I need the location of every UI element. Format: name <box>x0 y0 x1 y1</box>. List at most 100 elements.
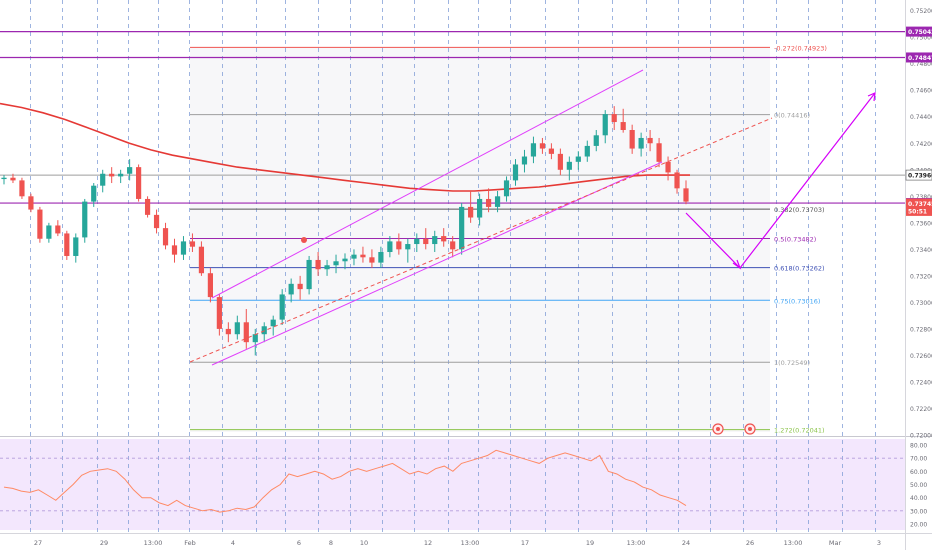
candle[interactable] <box>683 180 689 205</box>
candle[interactable] <box>521 149 528 173</box>
candle[interactable] <box>647 130 653 152</box>
candle[interactable] <box>629 124 635 154</box>
candle-body <box>324 265 330 270</box>
candle[interactable] <box>387 236 393 258</box>
candle[interactable] <box>315 252 321 276</box>
candle[interactable] <box>306 255 312 295</box>
candle-body <box>270 319 276 327</box>
candle[interactable] <box>252 328 258 356</box>
candle[interactable] <box>216 294 222 336</box>
candle[interactable] <box>136 164 142 202</box>
candle-body <box>683 188 689 202</box>
candle[interactable] <box>503 176 510 202</box>
candle[interactable] <box>530 136 537 164</box>
candle[interactable] <box>450 236 456 258</box>
candle[interactable] <box>207 267 213 303</box>
candle[interactable] <box>674 169 680 194</box>
candle-body <box>405 244 411 250</box>
candle[interactable] <box>414 233 420 252</box>
candle-body <box>136 167 142 199</box>
candle[interactable] <box>162 222 169 250</box>
moving-average-line[interactable] <box>0 102 690 192</box>
candle[interactable] <box>333 254 339 274</box>
candle[interactable] <box>225 322 231 343</box>
candle[interactable] <box>485 188 492 213</box>
candle[interactable] <box>243 309 249 349</box>
candle[interactable] <box>584 140 590 162</box>
candle[interactable] <box>575 151 581 170</box>
candle[interactable] <box>288 278 294 303</box>
candle[interactable] <box>566 156 572 181</box>
candle[interactable] <box>468 191 474 223</box>
candle[interactable] <box>494 191 501 213</box>
candle[interactable] <box>261 322 267 343</box>
candle[interactable] <box>64 230 70 260</box>
candle[interactable] <box>656 137 662 168</box>
candle[interactable] <box>405 238 411 263</box>
candle[interactable] <box>153 209 160 234</box>
candle-body <box>82 201 88 238</box>
price-label-badge <box>906 205 932 216</box>
candle[interactable] <box>297 275 303 300</box>
dashed-trend-line[interactable] <box>189 117 773 363</box>
candle[interactable] <box>539 137 546 154</box>
candle[interactable] <box>477 193 483 226</box>
candle[interactable] <box>369 249 375 268</box>
candle[interactable] <box>665 156 671 181</box>
candle[interactable] <box>109 167 115 184</box>
candle[interactable] <box>189 233 196 252</box>
candle-body <box>414 238 420 245</box>
candle[interactable] <box>351 249 357 266</box>
price-label-text: 0.74847 <box>908 55 932 62</box>
candle-body <box>91 185 97 202</box>
candle[interactable] <box>342 253 348 270</box>
candle[interactable] <box>611 106 617 130</box>
candle[interactable] <box>55 220 61 237</box>
candle[interactable] <box>144 196 151 218</box>
candle[interactable] <box>127 159 133 181</box>
candle[interactable] <box>423 228 429 250</box>
candle[interactable] <box>620 108 626 133</box>
rsi-line[interactable] <box>3 449 687 513</box>
candle[interactable] <box>28 193 34 213</box>
candle[interactable] <box>279 289 285 325</box>
candle[interactable] <box>118 169 124 184</box>
channel-upper-line[interactable] <box>211 69 644 299</box>
candle[interactable] <box>100 169 106 193</box>
candle[interactable] <box>378 246 384 268</box>
candle[interactable] <box>396 233 402 255</box>
candle[interactable] <box>19 177 25 199</box>
candle[interactable] <box>46 222 52 243</box>
candle[interactable] <box>324 259 330 276</box>
candle[interactable] <box>638 132 644 157</box>
candle[interactable] <box>91 183 97 207</box>
candle[interactable] <box>37 206 43 243</box>
candle[interactable] <box>270 315 276 336</box>
candle[interactable] <box>10 173 16 184</box>
candle[interactable] <box>171 238 178 263</box>
candle-body <box>566 161 572 170</box>
candle[interactable] <box>548 143 554 160</box>
candle[interactable] <box>82 198 88 243</box>
candle[interactable] <box>360 246 366 263</box>
candle[interactable] <box>441 228 447 247</box>
candle[interactable] <box>512 159 519 186</box>
rsi-tick-label: 50.00 <box>910 482 927 489</box>
candle-body <box>288 283 294 295</box>
candle[interactable] <box>557 148 563 176</box>
candle[interactable] <box>180 236 187 260</box>
x-axis-tick-label: 26 <box>746 539 754 547</box>
candle[interactable] <box>234 315 240 340</box>
candle[interactable] <box>459 202 465 255</box>
x-axis-tick-label: 27 <box>34 539 42 547</box>
candle[interactable] <box>432 230 438 252</box>
candle[interactable] <box>602 110 608 144</box>
candle[interactable] <box>73 233 79 263</box>
candle[interactable] <box>198 241 205 276</box>
candle[interactable] <box>1 175 7 185</box>
candle[interactable] <box>593 130 599 152</box>
candle-body <box>216 297 222 329</box>
